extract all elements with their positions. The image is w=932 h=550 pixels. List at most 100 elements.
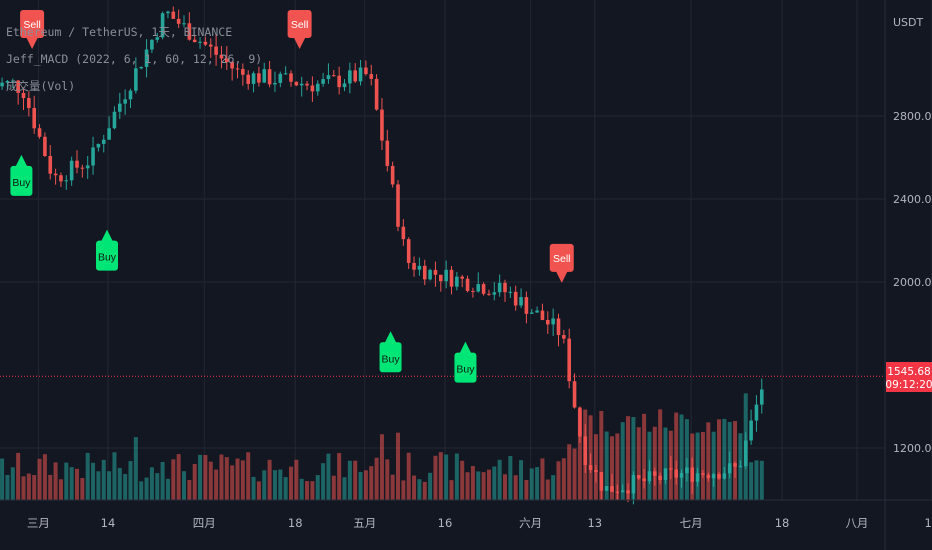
candle-body[interactable] — [396, 184, 400, 227]
candle-body[interactable] — [385, 140, 390, 166]
candle-body[interactable] — [37, 128, 42, 137]
symbol-legend[interactable]: Ethereum / TetherUS, 1天, BINANCE — [6, 25, 233, 39]
candle-body[interactable] — [444, 269, 448, 282]
candle-body[interactable] — [289, 73, 293, 82]
candle-body[interactable] — [685, 467, 689, 474]
candle-body[interactable] — [406, 239, 411, 263]
candle-body[interactable] — [150, 39, 154, 50]
candle-body[interactable] — [123, 99, 127, 104]
candle-body[interactable] — [96, 143, 101, 148]
candle-body[interactable] — [358, 67, 363, 82]
candle-body[interactable] — [128, 90, 133, 100]
candle-body[interactable] — [738, 466, 743, 468]
candle-body[interactable] — [59, 175, 63, 182]
candle-body[interactable] — [182, 23, 186, 25]
candle-body[interactable] — [401, 226, 406, 240]
candle-body[interactable] — [540, 310, 545, 320]
candle-body[interactable] — [663, 468, 668, 480]
candle-body[interactable] — [225, 58, 229, 63]
candle-body[interactable] — [134, 68, 138, 91]
candle-body[interactable] — [546, 319, 550, 325]
candle-body[interactable] — [727, 463, 732, 474]
candle-body[interactable] — [556, 318, 561, 336]
candle-body[interactable] — [674, 469, 678, 478]
candle-body[interactable] — [519, 297, 523, 306]
candle-body[interactable] — [481, 284, 486, 294]
candle-body[interactable] — [733, 463, 737, 467]
candle-body[interactable] — [171, 11, 176, 19]
candle-body[interactable] — [449, 269, 454, 287]
candle-body[interactable] — [342, 83, 347, 88]
candle-body[interactable] — [75, 160, 79, 168]
candle-body[interactable] — [198, 41, 202, 43]
candle-body[interactable] — [241, 68, 245, 75]
candle-body[interactable] — [588, 465, 593, 470]
candle-body[interactable] — [754, 404, 759, 421]
candle-body[interactable] — [374, 78, 379, 110]
candle-body[interactable] — [711, 474, 716, 479]
candle-body[interactable] — [53, 173, 58, 176]
candle-body[interactable] — [326, 75, 331, 80]
candle-body[interactable] — [513, 291, 518, 306]
candle-body[interactable] — [166, 11, 170, 14]
candle-body[interactable] — [722, 473, 727, 479]
candle-body[interactable] — [64, 180, 69, 182]
candle-body[interactable] — [471, 290, 475, 292]
price-axis[interactable]: 2800.00 2400.00 2000.00 1200.00 — [893, 110, 932, 455]
candle-body[interactable] — [348, 70, 352, 84]
candle-body[interactable] — [599, 471, 604, 491]
candle-body[interactable] — [749, 420, 753, 441]
candle-body[interactable] — [299, 83, 304, 86]
candle-body[interactable] — [636, 475, 641, 479]
candle-body[interactable] — [578, 407, 582, 437]
candle-body[interactable] — [176, 18, 181, 24]
candle-body[interactable] — [380, 109, 384, 141]
candle-body[interactable] — [251, 73, 256, 84]
candle-body[interactable] — [647, 471, 652, 482]
candle-body[interactable] — [294, 81, 299, 86]
candle-body[interactable] — [43, 136, 47, 157]
candle-body[interactable] — [679, 473, 684, 478]
candle-body[interactable] — [11, 80, 15, 82]
candle-body[interactable] — [760, 389, 764, 405]
candle-body[interactable] — [278, 73, 283, 83]
candle-body[interactable] — [21, 92, 26, 99]
candle-body[interactable] — [460, 276, 464, 279]
candle-body[interactable] — [155, 37, 160, 40]
candle-body[interactable] — [48, 156, 53, 174]
candle-body[interactable] — [658, 475, 662, 480]
candle-body[interactable] — [717, 474, 721, 479]
candle-body[interactable] — [551, 318, 555, 325]
candle-body[interactable] — [27, 98, 31, 109]
volume-legend[interactable]: 成交量(Vol) — [6, 79, 76, 93]
candle-body[interactable] — [428, 269, 432, 280]
candle-body[interactable] — [594, 469, 598, 472]
candle-body[interactable] — [706, 474, 711, 479]
candle-body[interactable] — [653, 471, 657, 476]
candle-body[interactable] — [337, 75, 341, 88]
candle-body[interactable] — [219, 54, 224, 59]
candle-body[interactable] — [529, 312, 534, 314]
candle-body[interactable] — [101, 139, 106, 144]
macd-legend[interactable]: Jeff_MACD (2022, 6, 1, 60, 12, 26, 9) — [6, 52, 263, 66]
candle-body[interactable] — [562, 335, 566, 339]
candle-body[interactable] — [5, 80, 10, 83]
candle-body[interactable] — [390, 165, 395, 185]
candle-body[interactable] — [80, 167, 85, 169]
candle-body[interactable] — [604, 486, 609, 491]
candle-body[interactable] — [503, 282, 507, 293]
candle-body[interactable] — [615, 491, 620, 493]
candle-body[interactable] — [69, 160, 74, 181]
candle-body[interactable] — [246, 74, 250, 84]
candle-body[interactable] — [690, 467, 695, 482]
candle-body[interactable] — [214, 46, 218, 55]
candle-body[interactable] — [208, 44, 213, 47]
candle-body[interactable] — [187, 23, 192, 40]
candle-body[interactable] — [369, 74, 374, 79]
candle-body[interactable] — [192, 39, 197, 43]
candle-body[interactable] — [642, 478, 646, 482]
candle-body[interactable] — [439, 274, 443, 282]
candle-body[interactable] — [497, 282, 502, 293]
candle-body[interactable] — [203, 41, 208, 45]
